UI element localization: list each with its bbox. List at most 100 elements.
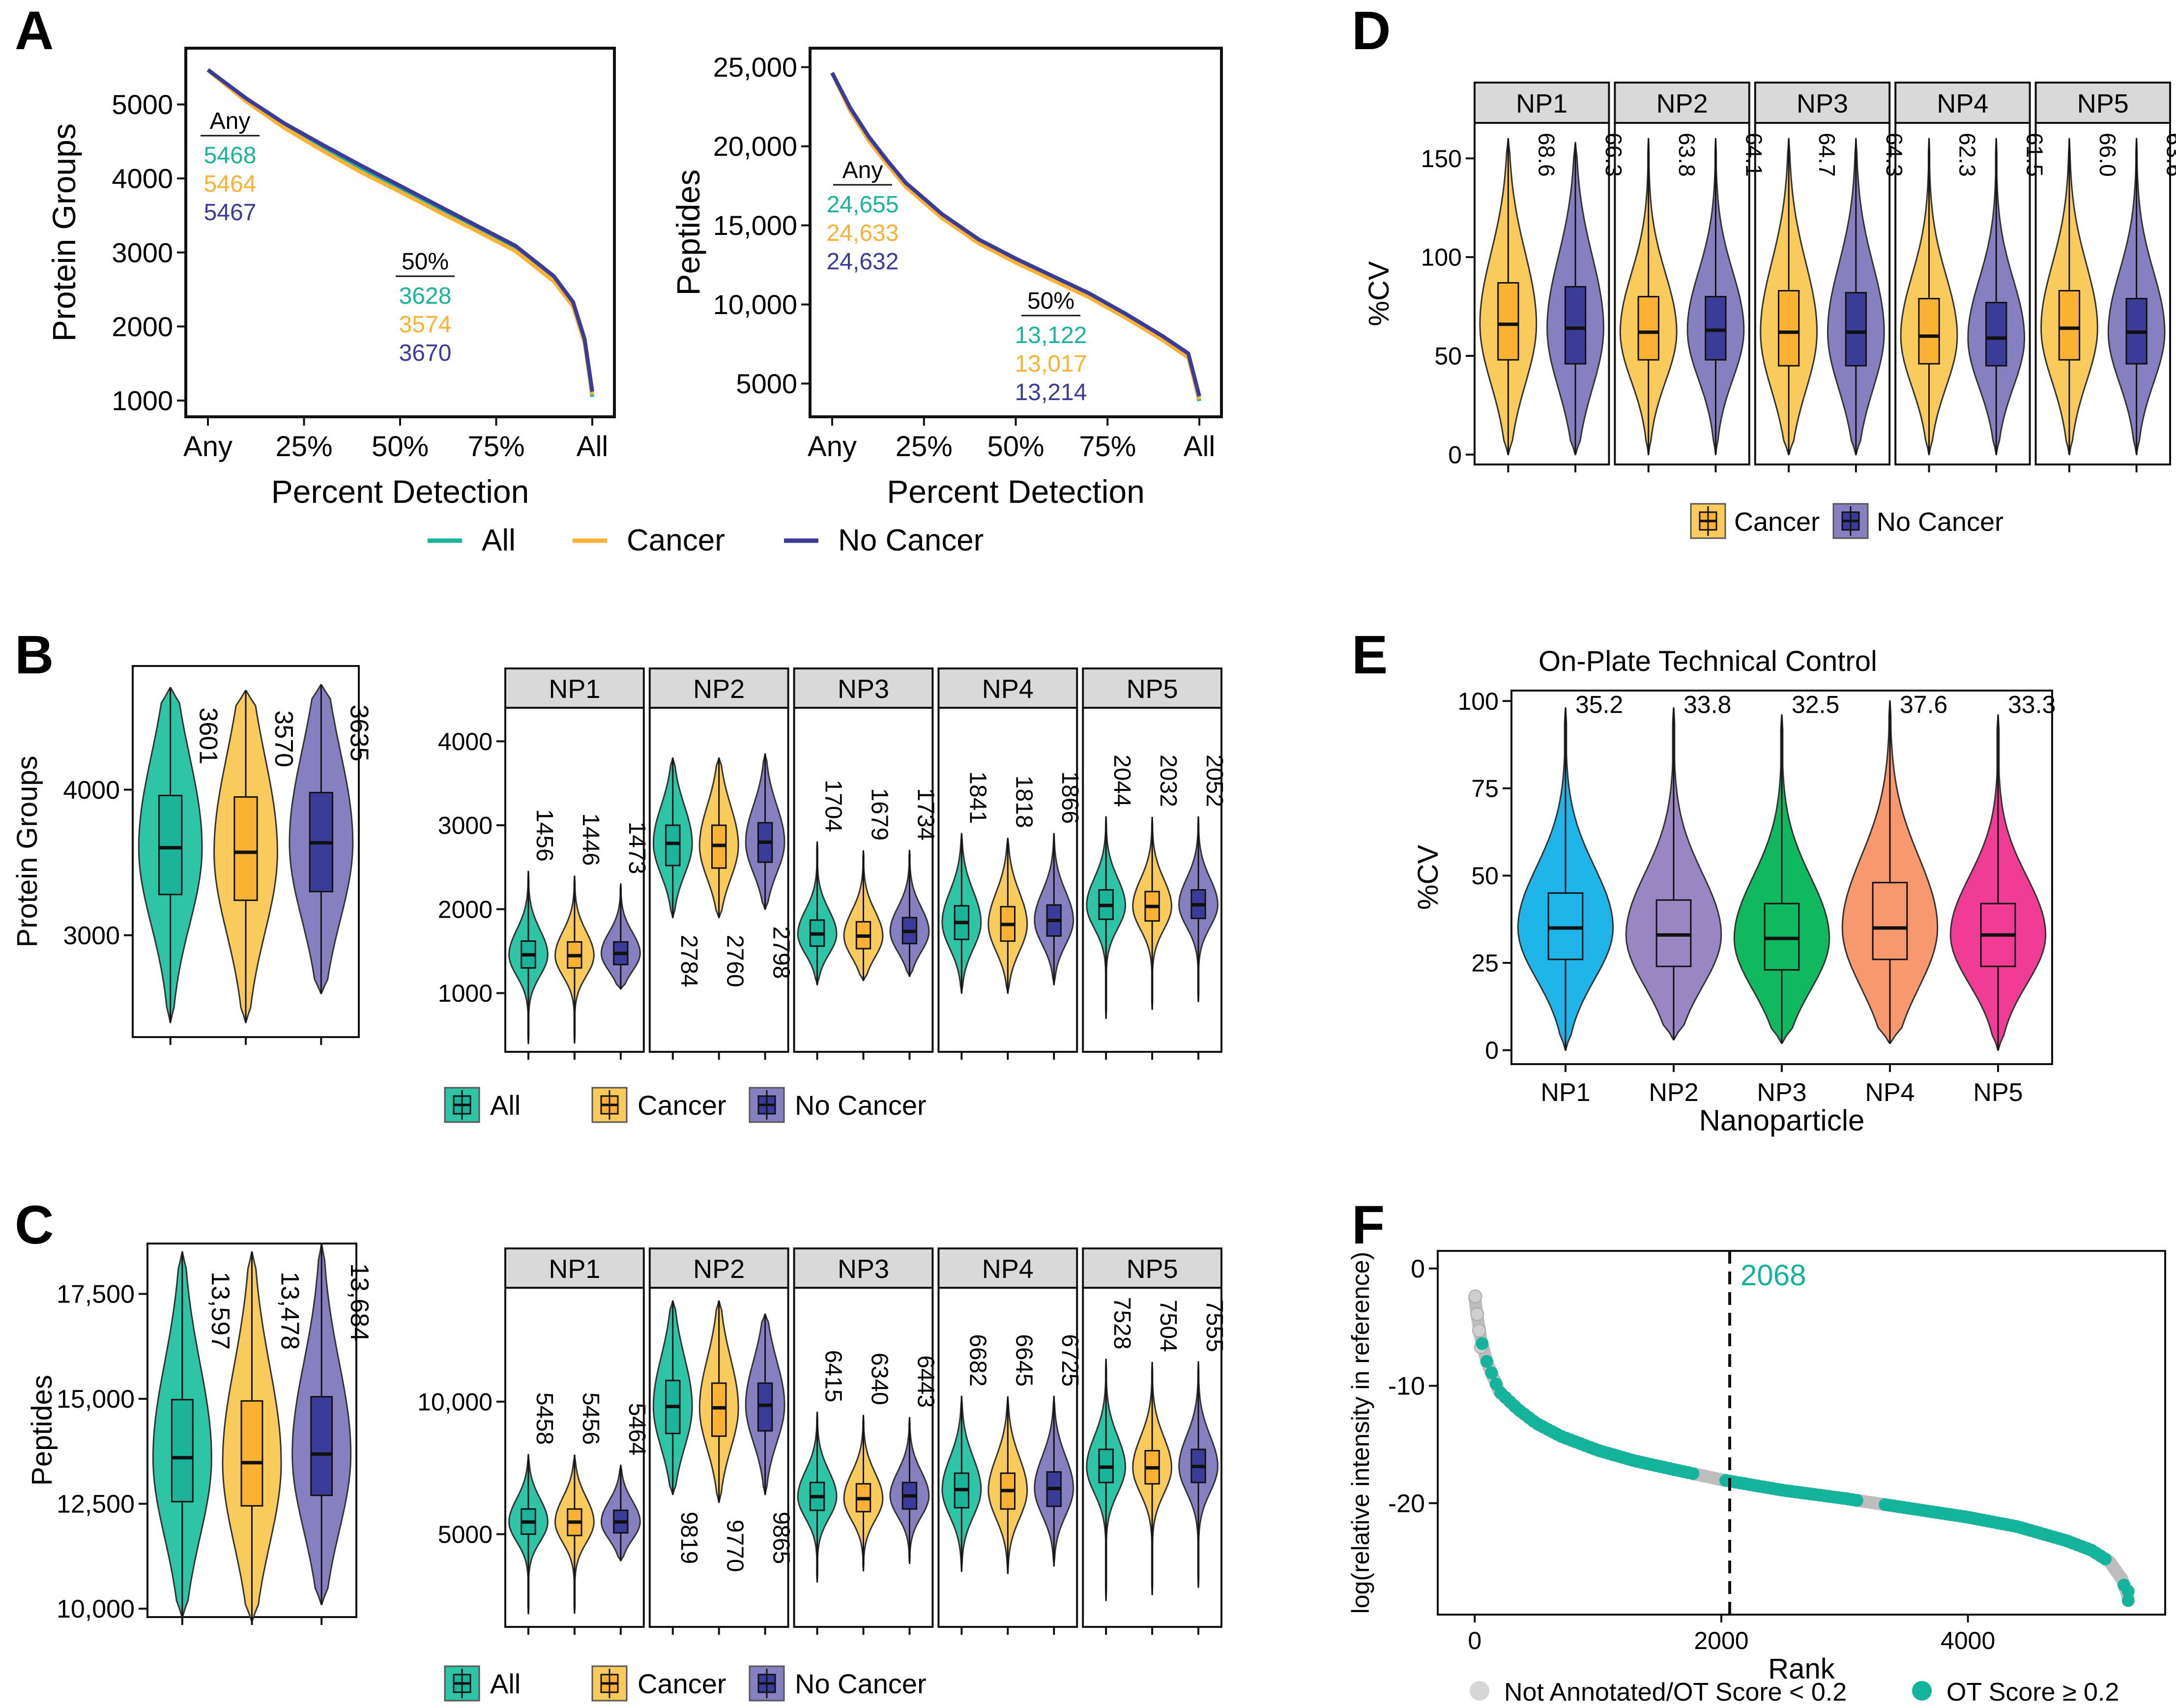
y-axis-label: Peptides: [26, 1375, 58, 1486]
legend-f-key-low: [1470, 1681, 1489, 1701]
axis-ytick-label: 10,000: [713, 289, 797, 320]
panel-letter-a: A: [15, 0, 54, 61]
facet-strip-np5: [2034, 82, 2172, 124]
facet-frame: [1614, 122, 1750, 465]
axis-ytick-label: 3000: [438, 812, 493, 840]
facet-label-np2: NP2: [693, 1254, 745, 1284]
axis-ytick-label: 4000: [112, 163, 173, 194]
median-label: 33.8: [1683, 691, 1731, 719]
violin-cancer-box: [240, 1400, 263, 1507]
scatter-point-low: [1468, 1289, 1482, 1303]
median-label: 66.3: [1601, 133, 1626, 177]
facet-label-np2: NP2: [693, 674, 745, 704]
median-label: 6645: [1011, 1334, 1037, 1387]
violin-cancer-box: [233, 796, 258, 901]
scatter-point-high: [1476, 1337, 1489, 1350]
violin-np3-box: [1764, 902, 1800, 971]
median-label: 13,684: [345, 1263, 374, 1341]
median-label: 2798: [768, 926, 794, 979]
axis-ytick-label: 0: [1448, 441, 1462, 468]
facet-strip-np2: [1614, 82, 1750, 124]
legend-f-key-high: [1912, 1681, 1932, 1701]
annotation-half-value: 3670: [399, 340, 452, 366]
facet-label-np2: NP2: [1656, 89, 1708, 118]
facet-label-np1: NP1: [549, 674, 600, 704]
annotation-any-label: Any: [210, 108, 251, 134]
y-axis-label: Protein Groups: [46, 123, 82, 342]
legend-d: Cancer No Cancer: [1690, 503, 2003, 539]
axis-ytick-label: -10: [1388, 1372, 1425, 1401]
panel-letter-f: F: [1352, 1195, 1385, 1255]
violin-all-box: [158, 795, 183, 896]
legend-b: All Cancer No Cancer: [444, 1087, 927, 1123]
axis-ytick-label: 2000: [438, 896, 493, 923]
xtick-label: NP4: [1865, 1078, 1915, 1107]
xtick-label: 0: [1468, 1627, 1481, 1654]
violin-np2-cancer-box: [711, 1382, 727, 1437]
y-axis-label: log(relative intensity in reference): [1347, 1252, 1374, 1614]
violin-all-box: [171, 1399, 194, 1503]
xtick-label: 50%: [987, 431, 1044, 463]
xtick-label: 75%: [467, 431, 524, 463]
violin-np1-no-cancer-box: [1564, 286, 1587, 365]
median-label: 9819: [676, 1511, 702, 1564]
median-label: 1473: [624, 822, 650, 874]
axis-ytick-label: 17,500: [57, 1280, 135, 1309]
legend-label: No Cancer: [838, 523, 984, 557]
y-axis-label: %CV: [1412, 845, 1444, 910]
axis-ytick-label: 0: [1485, 1037, 1499, 1064]
annotation-half-value: 13,122: [1015, 322, 1087, 348]
scatter-point-low: [1470, 1307, 1484, 1321]
violin-np2-box: [1655, 899, 1692, 967]
annotation-any-value: 5467: [204, 200, 257, 226]
facet-label-np4: NP4: [982, 1254, 1034, 1284]
annotation-any-label: Any: [842, 157, 883, 183]
legend-d-label: No Cancer: [1877, 507, 2003, 537]
axis-ytick-label: 2000: [112, 311, 173, 342]
xtick-label: Any: [808, 431, 857, 463]
axis-ytick-label: 20,000: [713, 131, 797, 162]
panel-f-rank-plot: 0 -10 -20 0 2000 4000 Rank log(relative intensi…: [1347, 1250, 2166, 1707]
median-label: 1841: [964, 771, 990, 824]
x-axis-label: Percent Detection: [271, 473, 529, 510]
median-label: 64.3: [1882, 133, 1907, 177]
annotation-any-value: 24,655: [827, 192, 899, 218]
median-label: 6725: [1057, 1334, 1083, 1387]
annotation-half-value: 13,017: [1015, 351, 1087, 377]
median-label: 6340: [867, 1353, 893, 1405]
violin-np2-all-box: [665, 824, 681, 867]
panel-d-cv: 0 50 100 150 %CV NP1 68.6 66.3 NP2 63.8 64.1 NP3 64.…: [1363, 82, 2176, 472]
scatter-point-low: [1472, 1324, 1486, 1338]
facet-strip-np2: [648, 667, 789, 709]
violin-np4-box: [1872, 882, 1908, 960]
facet-strip-np5: [1082, 667, 1222, 709]
median-label: 33.3: [2008, 691, 2056, 719]
median-label: 2032: [1155, 754, 1181, 807]
legend-c: All Cancer No Cancer: [444, 1665, 927, 1702]
facet-label-np4: NP4: [1937, 89, 1988, 118]
median-label: 3635: [345, 704, 373, 761]
median-label: 64.1: [1741, 133, 1767, 177]
xtick-label: 2000: [1694, 1627, 1748, 1654]
violin-np3-cancer-box: [1777, 289, 1800, 367]
x-axis-label: Rank: [1768, 1653, 1835, 1685]
panel-letter-b: B: [15, 625, 54, 685]
facet-strip-np3: [1754, 82, 1891, 124]
violin-np2-no-cancer-box: [757, 1382, 773, 1432]
median-label: 6682: [964, 1334, 990, 1387]
xtick-label: Any: [183, 431, 232, 463]
violin-np1-box: [1547, 892, 1584, 960]
axis-ytick-label: 25: [1471, 950, 1499, 977]
facet-strip-np2: [648, 1247, 789, 1289]
median-label: 68.6: [1534, 133, 1559, 177]
x-axis-label: Nanoparticle: [1699, 1104, 1865, 1137]
median-label: 1866: [1057, 771, 1083, 824]
facet-strip-np3: [793, 1247, 934, 1289]
scatter-point-high: [1480, 1355, 1493, 1368]
facet-strip-np4: [937, 667, 1078, 709]
median-label: 66.0: [2095, 133, 2120, 177]
chart-title: On-Plate Technical Control: [1538, 645, 1877, 677]
axis-ytick-label: 5000: [736, 368, 797, 399]
axis-ytick-label: 150: [1421, 145, 1462, 173]
legend-d-label: Cancer: [1734, 507, 1820, 537]
